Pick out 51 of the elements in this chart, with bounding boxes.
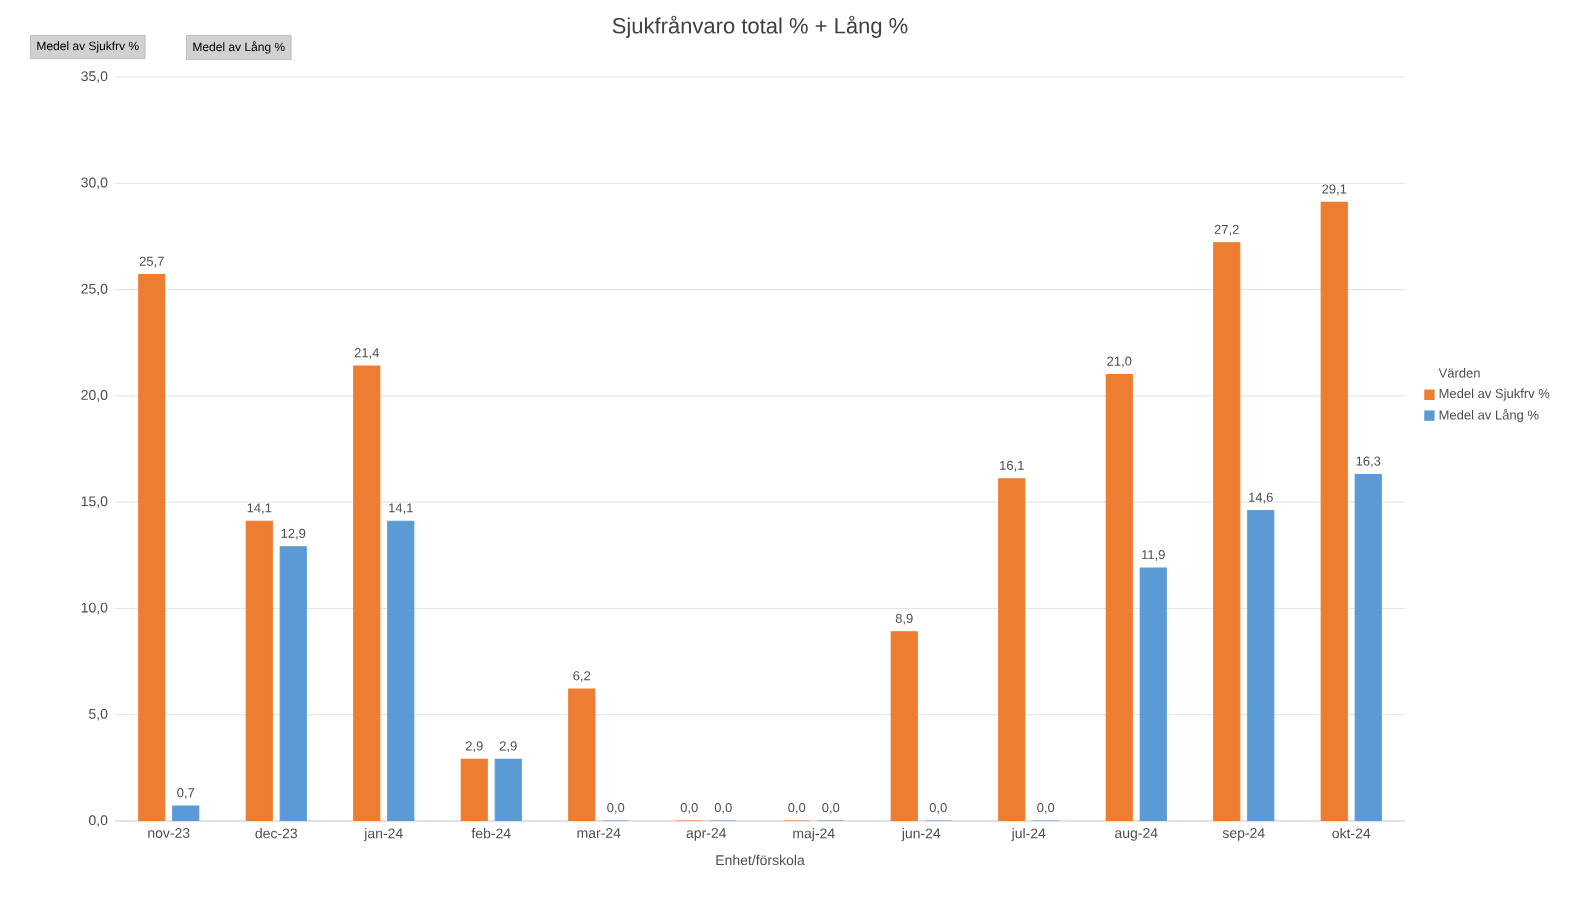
x-tick-label: jan-24 [363,828,403,842]
data-label: 14,1 [247,503,272,514]
data-label: 6,2 [573,671,591,682]
y-tick-label: 15,0 [81,496,108,508]
data-label: 21,4 [354,348,380,359]
data-label: 14,6 [1249,492,1273,504]
data-label: 0,0 [822,802,840,814]
x-tick-label: maj-24 [793,828,835,842]
data-label: 2,9 [499,741,517,753]
data-label: 0,0 [788,802,806,814]
data-label: 16,3 [1356,456,1381,468]
y-tick-label: 25,0 [81,283,108,296]
x-tick-label: okt-24 [1332,828,1371,839]
chart-title: Sjukfrånvaro total % + Lång % [612,15,908,38]
x-tick-label: jul-24 [1011,828,1046,842]
data-label: 0,0 [607,802,625,814]
y-tick-label: 10,0 [81,602,108,615]
data-label: 25,7 [139,256,164,268]
x-tick-label: nov-23 [148,828,190,838]
x-tick-label: mar-24 [577,828,621,838]
text: Medel av Lång % [193,41,285,54]
y-tick-label: 30,0 [81,177,108,190]
legend-label: Medel av Lång % [1439,408,1539,423]
data-label: 21,0 [1107,356,1132,368]
data-label: 11,9 [1142,550,1165,561]
data-label: 0,0 [714,802,732,814]
y-tick-label: 0,0 [89,815,108,827]
x-tick-label: apr-24 [686,828,727,841]
data-label: 0,0 [680,802,698,814]
data-label: 29,1 [1322,184,1347,196]
data-label: 0,0 [1037,802,1055,814]
text: Medel av Sjukfrv % [37,41,139,53]
data-label: 27,2 [1214,224,1239,236]
y-tick-label: 5,0 [89,708,108,721]
x-tick-label: aug-24 [1115,828,1158,841]
x-tick-label: dec-23 [255,828,298,839]
x-tick-label: sep-24 [1222,828,1265,841]
legend-label: Medel av Sjukfrv % [1439,388,1550,401]
data-label: 8,9 [895,613,913,625]
legend-title: Värden [1438,368,1480,378]
y-tick-label: 20,0 [81,390,108,402]
data-label: 14,1 [389,503,413,514]
x-axis-title: Enhet/förskola [716,854,805,866]
data-label: 0,7 [177,788,195,799]
x-tick-label: feb-24 [471,828,511,839]
x-tick-label: jun-24 [901,828,941,842]
data-label: 12,9 [281,528,306,540]
data-label: 0,0 [929,802,947,814]
data-label: 2,9 [465,741,483,753]
y-tick-label: 35,0 [81,71,108,83]
data-label: 16,1 [1000,460,1024,472]
